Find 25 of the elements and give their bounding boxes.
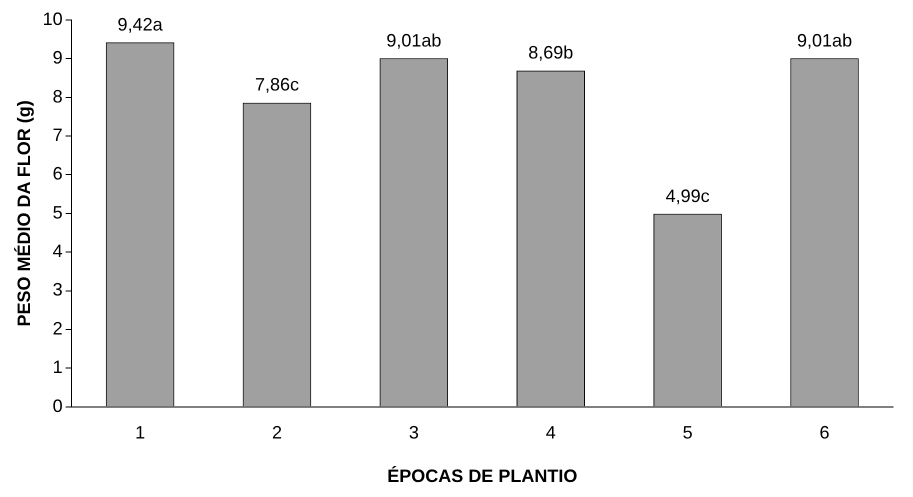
- data-label: 8,69b: [528, 42, 574, 63]
- x-tick-label: 5: [682, 422, 693, 443]
- x-tick-label: 4: [546, 422, 556, 443]
- x-tick-label: 3: [408, 422, 419, 443]
- data-label: 4,99c: [666, 186, 710, 206]
- y-tick-label: 1: [52, 357, 63, 378]
- y-tick-label: 8: [52, 86, 63, 106]
- y-tick-label: 2: [52, 318, 63, 338]
- x-tick-label: 6: [820, 422, 830, 443]
- x-tick-label: 2: [272, 422, 282, 443]
- x-tick-label: 1: [135, 422, 146, 443]
- y-tick-label: 3: [52, 280, 63, 300]
- y-tick-label: 0: [52, 396, 63, 416]
- y-axis-title: PESO MÉDIO DA FLOR (g): [14, 100, 34, 327]
- y-tick-label: 6: [52, 164, 63, 184]
- data-label: 7,86c: [254, 74, 299, 95]
- data-label: 9,01ab: [797, 30, 852, 50]
- y-tick-label: 7: [52, 125, 63, 146]
- y-tick-label: 5: [52, 202, 63, 222]
- y-tick-label: 10: [42, 8, 63, 29]
- y-tick-label: 9: [52, 48, 63, 68]
- data-label: 9,42a: [118, 14, 164, 34]
- x-axis-title: ÉPOCAS DE PLANTIO: [387, 466, 578, 486]
- data-label: 9,01ab: [386, 30, 442, 50]
- y-tick-label: 4: [52, 241, 63, 262]
